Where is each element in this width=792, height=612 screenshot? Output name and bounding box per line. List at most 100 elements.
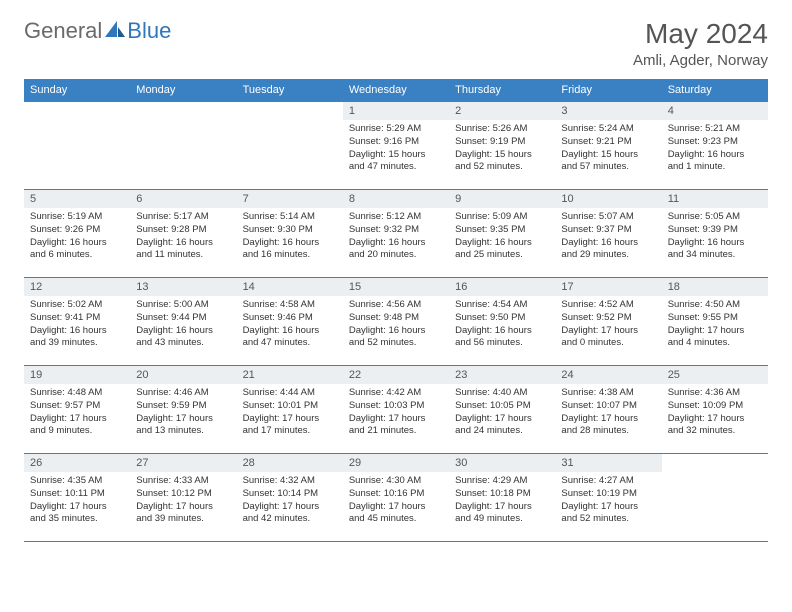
sunrise-line: Sunrise: 4:32 AM — [243, 475, 337, 488]
day-details: Sunrise: 5:26 AMSunset: 9:19 PMDaylight:… — [449, 120, 555, 177]
day-details: Sunrise: 4:48 AMSunset: 9:57 PMDaylight:… — [24, 384, 130, 441]
day-details: Sunrise: 5:09 AMSunset: 9:35 PMDaylight:… — [449, 208, 555, 265]
sunset-line: Sunset: 10:07 PM — [561, 400, 655, 413]
daylight-line: Daylight: 17 hours and 0 minutes. — [561, 325, 655, 351]
sunset-line: Sunset: 10:18 PM — [455, 488, 549, 501]
day-number: 2 — [449, 102, 555, 120]
calendar-cell: 22Sunrise: 4:42 AMSunset: 10:03 PMDaylig… — [343, 366, 449, 454]
sunset-line: Sunset: 9:28 PM — [136, 224, 230, 237]
day-number: 15 — [343, 278, 449, 296]
day-details: Sunrise: 4:56 AMSunset: 9:48 PMDaylight:… — [343, 296, 449, 353]
day-details: Sunrise: 4:27 AMSunset: 10:19 PMDaylight… — [555, 472, 661, 529]
daylight-line: Daylight: 17 hours and 17 minutes. — [243, 413, 337, 439]
day-number: 25 — [662, 366, 768, 384]
day-number: 20 — [130, 366, 236, 384]
sunrise-line: Sunrise: 5:05 AM — [668, 211, 762, 224]
sunrise-line: Sunrise: 4:36 AM — [668, 387, 762, 400]
sunrise-line: Sunrise: 5:26 AM — [455, 123, 549, 136]
sunrise-line: Sunrise: 4:54 AM — [455, 299, 549, 312]
sunset-line: Sunset: 9:30 PM — [243, 224, 337, 237]
day-details: Sunrise: 5:02 AMSunset: 9:41 PMDaylight:… — [24, 296, 130, 353]
month-title: May 2024 — [633, 18, 768, 50]
sunrise-line: Sunrise: 4:30 AM — [349, 475, 443, 488]
calendar-cell: 13Sunrise: 5:00 AMSunset: 9:44 PMDayligh… — [130, 278, 236, 366]
sunrise-line: Sunrise: 4:42 AM — [349, 387, 443, 400]
daylight-line: Daylight: 17 hours and 42 minutes. — [243, 501, 337, 527]
calendar-cell: 5Sunrise: 5:19 AMSunset: 9:26 PMDaylight… — [24, 190, 130, 278]
sunrise-line: Sunrise: 4:50 AM — [668, 299, 762, 312]
daylight-line: Daylight: 17 hours and 13 minutes. — [136, 413, 230, 439]
sunrise-line: Sunrise: 4:38 AM — [561, 387, 655, 400]
calendar-cell: 24Sunrise: 4:38 AMSunset: 10:07 PMDaylig… — [555, 366, 661, 454]
location-label: Amli, Agder, Norway — [633, 52, 768, 69]
sunset-line: Sunset: 9:21 PM — [561, 136, 655, 149]
sunrise-line: Sunrise: 5:17 AM — [136, 211, 230, 224]
brand-blue: Blue — [127, 18, 171, 44]
sunrise-line: Sunrise: 4:33 AM — [136, 475, 230, 488]
brand-general: General — [24, 18, 102, 44]
day-details: Sunrise: 5:05 AMSunset: 9:39 PMDaylight:… — [662, 208, 768, 265]
day-details: Sunrise: 5:17 AMSunset: 9:28 PMDaylight:… — [130, 208, 236, 265]
sunrise-line: Sunrise: 5:29 AM — [349, 123, 443, 136]
sunrise-line: Sunrise: 4:46 AM — [136, 387, 230, 400]
day-header-row: Sunday Monday Tuesday Wednesday Thursday… — [24, 79, 768, 102]
day-details: Sunrise: 4:58 AMSunset: 9:46 PMDaylight:… — [237, 296, 343, 353]
day-number: 6 — [130, 190, 236, 208]
calendar-cell: 26Sunrise: 4:35 AMSunset: 10:11 PMDaylig… — [24, 454, 130, 542]
calendar-cell: 17Sunrise: 4:52 AMSunset: 9:52 PMDayligh… — [555, 278, 661, 366]
day-header: Monday — [130, 79, 236, 102]
day-number: 1 — [343, 102, 449, 120]
day-details: Sunrise: 4:52 AMSunset: 9:52 PMDaylight:… — [555, 296, 661, 353]
calendar-cell: 19Sunrise: 4:48 AMSunset: 9:57 PMDayligh… — [24, 366, 130, 454]
calendar-cell: 25Sunrise: 4:36 AMSunset: 10:09 PMDaylig… — [662, 366, 768, 454]
calendar-week-row: 19Sunrise: 4:48 AMSunset: 9:57 PMDayligh… — [24, 366, 768, 454]
daylight-line: Daylight: 16 hours and 20 minutes. — [349, 237, 443, 263]
sunset-line: Sunset: 9:19 PM — [455, 136, 549, 149]
daylight-line: Daylight: 16 hours and 1 minute. — [668, 149, 762, 175]
calendar-cell: 21Sunrise: 4:44 AMSunset: 10:01 PMDaylig… — [237, 366, 343, 454]
daylight-line: Daylight: 16 hours and 6 minutes. — [30, 237, 124, 263]
calendar-cell: 15Sunrise: 4:56 AMSunset: 9:48 PMDayligh… — [343, 278, 449, 366]
daylight-line: Daylight: 17 hours and 9 minutes. — [30, 413, 124, 439]
calendar-cell: 11Sunrise: 5:05 AMSunset: 9:39 PMDayligh… — [662, 190, 768, 278]
day-number: 8 — [343, 190, 449, 208]
title-block: May 2024 Amli, Agder, Norway — [633, 18, 768, 69]
day-details: Sunrise: 5:07 AMSunset: 9:37 PMDaylight:… — [555, 208, 661, 265]
daylight-line: Daylight: 16 hours and 11 minutes. — [136, 237, 230, 263]
sunrise-line: Sunrise: 5:07 AM — [561, 211, 655, 224]
day-number: 14 — [237, 278, 343, 296]
daylight-line: Daylight: 17 hours and 32 minutes. — [668, 413, 762, 439]
sunset-line: Sunset: 10:03 PM — [349, 400, 443, 413]
day-header: Saturday — [662, 79, 768, 102]
calendar-week-row: 5Sunrise: 5:19 AMSunset: 9:26 PMDaylight… — [24, 190, 768, 278]
daylight-line: Daylight: 17 hours and 35 minutes. — [30, 501, 124, 527]
daylight-line: Daylight: 16 hours and 43 minutes. — [136, 325, 230, 351]
day-details: Sunrise: 4:38 AMSunset: 10:07 PMDaylight… — [555, 384, 661, 441]
calendar-cell: 31Sunrise: 4:27 AMSunset: 10:19 PMDaylig… — [555, 454, 661, 542]
sunset-line: Sunset: 9:26 PM — [30, 224, 124, 237]
day-details: Sunrise: 4:29 AMSunset: 10:18 PMDaylight… — [449, 472, 555, 529]
calendar-cell: 18Sunrise: 4:50 AMSunset: 9:55 PMDayligh… — [662, 278, 768, 366]
sunset-line: Sunset: 9:48 PM — [349, 312, 443, 325]
sunset-line: Sunset: 9:44 PM — [136, 312, 230, 325]
sunset-line: Sunset: 10:12 PM — [136, 488, 230, 501]
daylight-line: Daylight: 16 hours and 52 minutes. — [349, 325, 443, 351]
sunset-line: Sunset: 10:19 PM — [561, 488, 655, 501]
day-number: 21 — [237, 366, 343, 384]
daylight-line: Daylight: 17 hours and 4 minutes. — [668, 325, 762, 351]
day-header: Tuesday — [237, 79, 343, 102]
sunset-line: Sunset: 10:14 PM — [243, 488, 337, 501]
day-details: Sunrise: 4:42 AMSunset: 10:03 PMDaylight… — [343, 384, 449, 441]
calendar-week-row: 1Sunrise: 5:29 AMSunset: 9:16 PMDaylight… — [24, 102, 768, 190]
day-number: 13 — [130, 278, 236, 296]
day-number: 5 — [24, 190, 130, 208]
day-number: 3 — [555, 102, 661, 120]
day-details: Sunrise: 5:29 AMSunset: 9:16 PMDaylight:… — [343, 120, 449, 177]
day-details: Sunrise: 5:12 AMSunset: 9:32 PMDaylight:… — [343, 208, 449, 265]
daylight-line: Daylight: 17 hours and 49 minutes. — [455, 501, 549, 527]
sunset-line: Sunset: 9:41 PM — [30, 312, 124, 325]
sunrise-line: Sunrise: 5:02 AM — [30, 299, 124, 312]
sunset-line: Sunset: 9:37 PM — [561, 224, 655, 237]
sunrise-line: Sunrise: 4:40 AM — [455, 387, 549, 400]
day-number: 27 — [130, 454, 236, 472]
